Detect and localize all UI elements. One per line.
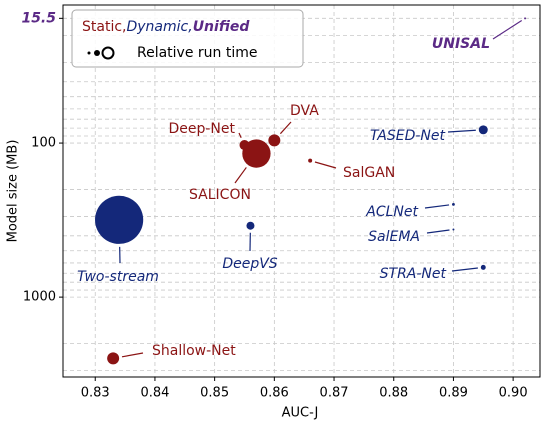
bubble: [242, 139, 270, 167]
legend-entry: Dynamic: [126, 19, 188, 35]
y-tick-label: 100: [31, 136, 56, 151]
point-label: TASED-Net: [370, 128, 445, 144]
x-tick-label: 0.86: [260, 386, 289, 401]
legend-entry: Static: [82, 19, 122, 35]
x-tick-label: 0.85: [200, 386, 229, 401]
x-tick-label: 0.83: [81, 386, 110, 401]
bubble: [268, 134, 280, 146]
point-label: STRA-Net: [380, 266, 447, 282]
size-legend-marker: [103, 48, 114, 59]
bubble: [95, 196, 143, 244]
x-axis-label: AUC-J: [282, 406, 319, 421]
leader-line: [427, 230, 449, 233]
bubble: [246, 222, 254, 230]
point-label: DeepVS: [222, 256, 277, 272]
y-tick-label: 1000: [23, 290, 56, 305]
leader-line: [235, 167, 246, 183]
bubble: [481, 265, 486, 270]
point-label: Two-stream: [77, 269, 159, 285]
x-tick-label: 0.88: [379, 386, 408, 401]
legend-entry: Unified: [193, 19, 251, 35]
leader-line: [315, 162, 336, 168]
leader-line: [122, 353, 143, 357]
point-label: SalEMA: [368, 229, 420, 245]
point-label: ACLNet: [365, 204, 418, 220]
leader-line: [493, 20, 522, 39]
x-tick-label: 0.87: [320, 386, 349, 401]
point-label: Shallow-Net: [152, 343, 236, 359]
bubble: [524, 17, 526, 19]
point-label: SalGAN: [343, 165, 395, 181]
leader-line: [425, 205, 449, 208]
leader-line: [452, 268, 478, 271]
legend-text: Static,Dynamic,Unified: [82, 19, 250, 35]
bubble: [452, 203, 455, 206]
bubble: [479, 125, 488, 134]
size-legend-label: Relative run time: [137, 45, 258, 61]
bubble: [107, 352, 119, 364]
point-label: UNISAL: [432, 36, 490, 52]
x-tick-label: 0.90: [499, 386, 528, 401]
leader-line: [448, 130, 476, 132]
leader-line: [239, 133, 241, 138]
y-axis-label: Model size (MB): [6, 140, 21, 243]
x-tick-label: 0.84: [140, 386, 169, 401]
bubble: [308, 159, 312, 163]
point-label: DVA: [290, 103, 319, 119]
size-legend-marker: [88, 52, 91, 55]
x-tick-label: 0.89: [439, 386, 468, 401]
point-label: Deep-Net: [168, 121, 235, 137]
size-legend-marker: [94, 50, 100, 56]
y-tick-label: 15.5: [21, 10, 56, 26]
bubble: [452, 229, 454, 231]
point-label: SALICON: [189, 187, 251, 203]
